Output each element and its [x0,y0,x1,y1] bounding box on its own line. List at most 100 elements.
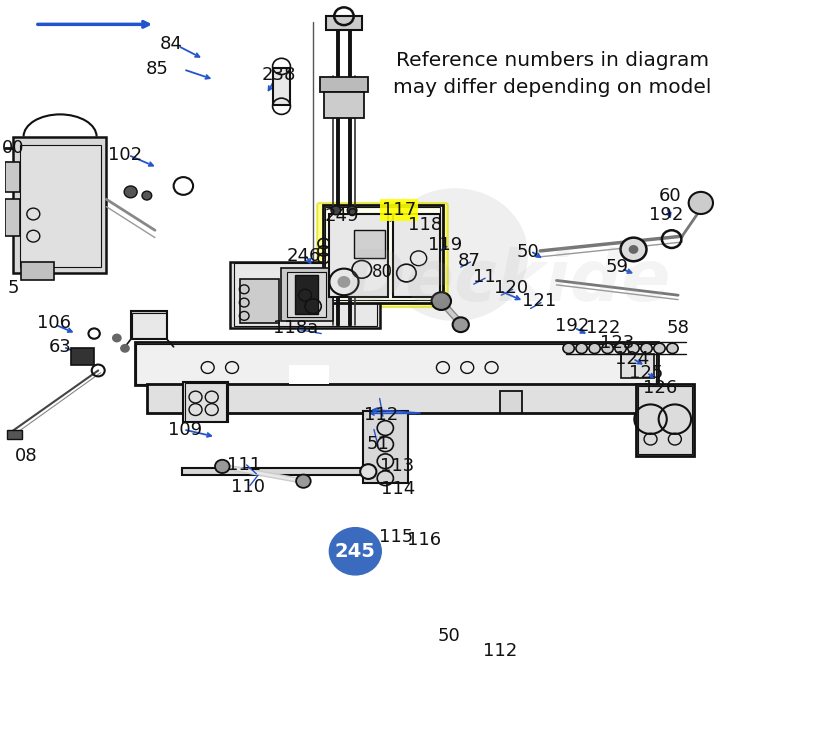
Circle shape [654,343,665,354]
Bar [621,354,654,378]
Bar [392,214,440,297]
Text: 50: 50 [517,244,539,261]
Bar [233,263,377,326]
Text: 59: 59 [605,258,629,276]
Bar [287,272,326,317]
Bar [131,311,167,339]
Text: 192: 192 [649,207,683,224]
Circle shape [296,475,311,488]
Bar [326,16,361,30]
Text: 63: 63 [49,338,72,356]
Bar [499,391,522,413]
Text: 51: 51 [366,435,389,453]
Bar [20,145,100,267]
Text: Reference numbers in diagram
may differ depending on model: Reference numbers in diagram may differ … [393,51,712,97]
Text: 118: 118 [408,216,442,234]
Text: 80: 80 [371,263,392,280]
Bar [320,77,368,92]
Text: 84: 84 [160,35,183,53]
Bar [132,313,166,338]
Text: 119: 119 [428,236,463,254]
Circle shape [628,343,639,354]
Circle shape [576,343,588,354]
Bar [182,468,368,475]
Text: 50: 50 [438,627,461,645]
Text: 120: 120 [494,279,528,297]
Bar [636,384,694,456]
Circle shape [120,344,130,353]
Text: 112: 112 [364,406,398,424]
Bar [21,262,54,280]
Text: 111: 111 [227,456,261,474]
Text: 11: 11 [473,268,495,286]
Text: 126: 126 [643,379,677,397]
Bar [13,137,106,273]
Circle shape [628,245,638,254]
Text: 192: 192 [556,317,590,335]
Text: 121: 121 [522,292,557,310]
Text: 85: 85 [146,61,169,78]
Circle shape [432,292,451,310]
Text: 124: 124 [614,350,649,368]
Text: 115: 115 [379,528,413,546]
Circle shape [338,276,350,288]
Circle shape [589,343,601,354]
Bar [324,92,364,118]
Bar [273,68,290,105]
Bar [184,382,228,422]
Text: 238: 238 [262,66,296,84]
Text: 87: 87 [458,252,481,269]
Circle shape [360,464,376,479]
Circle shape [453,317,469,332]
Circle shape [124,186,137,198]
Bar [289,365,330,384]
Text: 117: 117 [382,201,416,219]
Text: 08: 08 [15,447,38,465]
Text: 249: 249 [325,207,360,225]
Circle shape [330,528,381,575]
Circle shape [620,238,646,261]
Text: 5: 5 [7,279,19,297]
Bar [230,262,380,328]
Text: 60: 60 [659,187,681,204]
Text: 125: 125 [629,365,663,382]
FancyBboxPatch shape [317,203,448,307]
Circle shape [667,343,678,354]
Text: 109: 109 [168,421,202,438]
Bar [72,348,94,365]
Bar [312,284,376,328]
Circle shape [347,206,357,215]
Bar [638,386,692,454]
Circle shape [382,188,528,321]
Text: 106: 106 [37,314,71,332]
Circle shape [563,343,574,354]
Bar [323,205,443,303]
Bar [295,275,318,314]
Bar [281,268,334,321]
Bar [353,230,384,258]
Circle shape [112,334,122,342]
Text: 118a: 118a [273,319,318,337]
Text: 112: 112 [482,642,517,660]
Bar [136,344,656,384]
Circle shape [215,460,229,473]
Bar [7,430,22,439]
Bar [135,342,658,385]
Text: 114: 114 [381,480,415,497]
Bar [185,383,226,421]
Text: 113: 113 [379,458,414,475]
Bar [240,279,279,323]
Bar [147,384,650,413]
Bar [326,207,441,300]
Text: 58: 58 [667,320,690,337]
Text: 110: 110 [231,478,265,496]
Bar [363,411,408,483]
Circle shape [142,191,152,200]
Text: 123: 123 [600,334,635,352]
Bar [5,162,20,192]
Text: Deckide: Deckide [346,247,671,317]
Text: 00: 00 [2,139,24,156]
Circle shape [689,192,713,214]
Circle shape [331,206,341,215]
Text: 102: 102 [108,146,142,164]
